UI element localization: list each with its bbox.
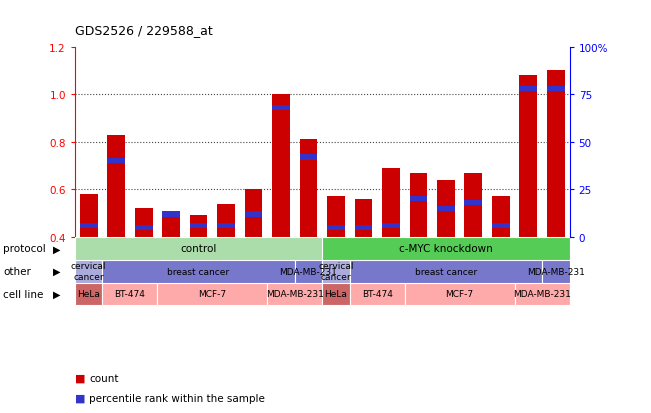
Bar: [437, 180, 455, 237]
Bar: [542, 260, 570, 283]
Text: c-MYC knockdown: c-MYC knockdown: [399, 244, 493, 254]
Bar: [519, 76, 537, 237]
Bar: [135, 209, 152, 237]
Bar: [299, 155, 318, 160]
Bar: [79, 223, 98, 228]
Bar: [102, 283, 158, 306]
Bar: [437, 206, 455, 211]
Bar: [350, 260, 542, 283]
Text: MDA-MB-231: MDA-MB-231: [266, 290, 324, 299]
Text: other: other: [3, 266, 31, 276]
Text: control: control: [180, 244, 217, 254]
Text: MDA-MB-231: MDA-MB-231: [527, 267, 585, 276]
Bar: [322, 260, 350, 283]
Text: MDA-MB-231: MDA-MB-231: [513, 290, 571, 299]
Text: ■: ■: [75, 373, 85, 383]
Text: ▶: ▶: [53, 266, 61, 276]
Bar: [217, 223, 235, 228]
Bar: [268, 283, 322, 306]
Bar: [272, 106, 290, 111]
Text: breast cancer: breast cancer: [167, 267, 230, 276]
Bar: [409, 173, 427, 237]
Text: MCF-7: MCF-7: [199, 290, 227, 299]
Bar: [189, 223, 208, 228]
Bar: [272, 95, 290, 237]
Bar: [322, 283, 350, 306]
Text: cervical
cancer: cervical cancer: [318, 262, 353, 281]
Bar: [322, 237, 570, 260]
Bar: [350, 283, 405, 306]
Bar: [79, 195, 98, 237]
Bar: [158, 283, 268, 306]
Bar: [465, 201, 482, 206]
Bar: [382, 169, 400, 237]
Text: BT-474: BT-474: [362, 290, 393, 299]
Text: percentile rank within the sample: percentile rank within the sample: [89, 393, 265, 403]
Bar: [75, 283, 102, 306]
Bar: [355, 199, 372, 237]
Text: ▶: ▶: [53, 289, 61, 299]
Text: BT-474: BT-474: [115, 290, 145, 299]
Text: MCF-7: MCF-7: [446, 290, 474, 299]
Bar: [327, 197, 345, 237]
Bar: [162, 214, 180, 237]
Text: HeLa: HeLa: [77, 290, 100, 299]
Bar: [492, 197, 510, 237]
Bar: [135, 225, 152, 230]
Bar: [355, 225, 372, 230]
Bar: [492, 223, 510, 228]
Bar: [102, 260, 295, 283]
Bar: [409, 197, 427, 202]
Text: count: count: [89, 373, 118, 383]
Bar: [519, 87, 537, 92]
Bar: [217, 204, 235, 237]
Bar: [245, 190, 262, 237]
Text: MDA-MB-231: MDA-MB-231: [279, 267, 337, 276]
Text: protocol: protocol: [3, 244, 46, 254]
Text: ▶: ▶: [53, 244, 61, 254]
Bar: [107, 135, 125, 237]
Bar: [107, 159, 125, 164]
Bar: [162, 212, 180, 217]
Bar: [465, 173, 482, 237]
Bar: [327, 225, 345, 230]
Text: cell line: cell line: [3, 289, 44, 299]
Bar: [75, 237, 322, 260]
Bar: [189, 216, 208, 237]
Bar: [295, 260, 322, 283]
Text: cervical
cancer: cervical cancer: [71, 262, 106, 281]
Text: HeLa: HeLa: [325, 290, 348, 299]
Bar: [245, 212, 262, 217]
Text: GDS2526 / 229588_at: GDS2526 / 229588_at: [75, 24, 213, 37]
Bar: [405, 283, 515, 306]
Bar: [299, 140, 318, 237]
Text: breast cancer: breast cancer: [415, 267, 477, 276]
Bar: [515, 283, 570, 306]
Bar: [547, 71, 565, 237]
Bar: [547, 87, 565, 92]
Bar: [382, 223, 400, 228]
Bar: [75, 260, 102, 283]
Text: ■: ■: [75, 393, 85, 403]
